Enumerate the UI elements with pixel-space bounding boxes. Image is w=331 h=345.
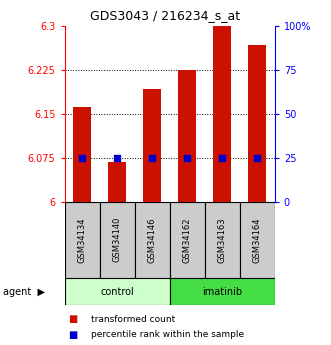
Text: ■: ■ (68, 314, 77, 324)
Bar (178, 70, 196, 202)
Bar (73, 107, 91, 202)
Bar (240, 202, 275, 278)
Text: GSM34164: GSM34164 (253, 217, 262, 263)
Bar (143, 89, 161, 202)
Bar (169, 278, 275, 305)
Bar (65, 202, 100, 278)
Text: GDS3043 / 216234_s_at: GDS3043 / 216234_s_at (90, 9, 241, 22)
Point (115, 155, 120, 161)
Point (150, 155, 155, 161)
Text: GSM34134: GSM34134 (77, 217, 87, 263)
Bar (169, 202, 205, 278)
Text: ■: ■ (68, 330, 77, 339)
Point (219, 155, 225, 161)
Point (184, 155, 190, 161)
Text: imatinib: imatinib (202, 287, 242, 296)
Bar (100, 202, 135, 278)
Text: control: control (100, 287, 134, 296)
Bar (213, 25, 231, 202)
Bar (65, 278, 169, 305)
Point (79, 155, 85, 161)
Text: GSM34162: GSM34162 (183, 217, 192, 263)
Point (255, 155, 260, 161)
Bar (135, 202, 170, 278)
Bar (108, 162, 126, 202)
Bar (205, 202, 240, 278)
Text: GSM34146: GSM34146 (148, 217, 157, 263)
Bar (249, 45, 266, 202)
Text: GSM34163: GSM34163 (218, 217, 227, 263)
Text: transformed count: transformed count (91, 315, 175, 324)
Text: percentile rank within the sample: percentile rank within the sample (91, 330, 244, 339)
Text: GSM34140: GSM34140 (113, 217, 121, 263)
Text: agent  ▶: agent ▶ (3, 287, 45, 296)
